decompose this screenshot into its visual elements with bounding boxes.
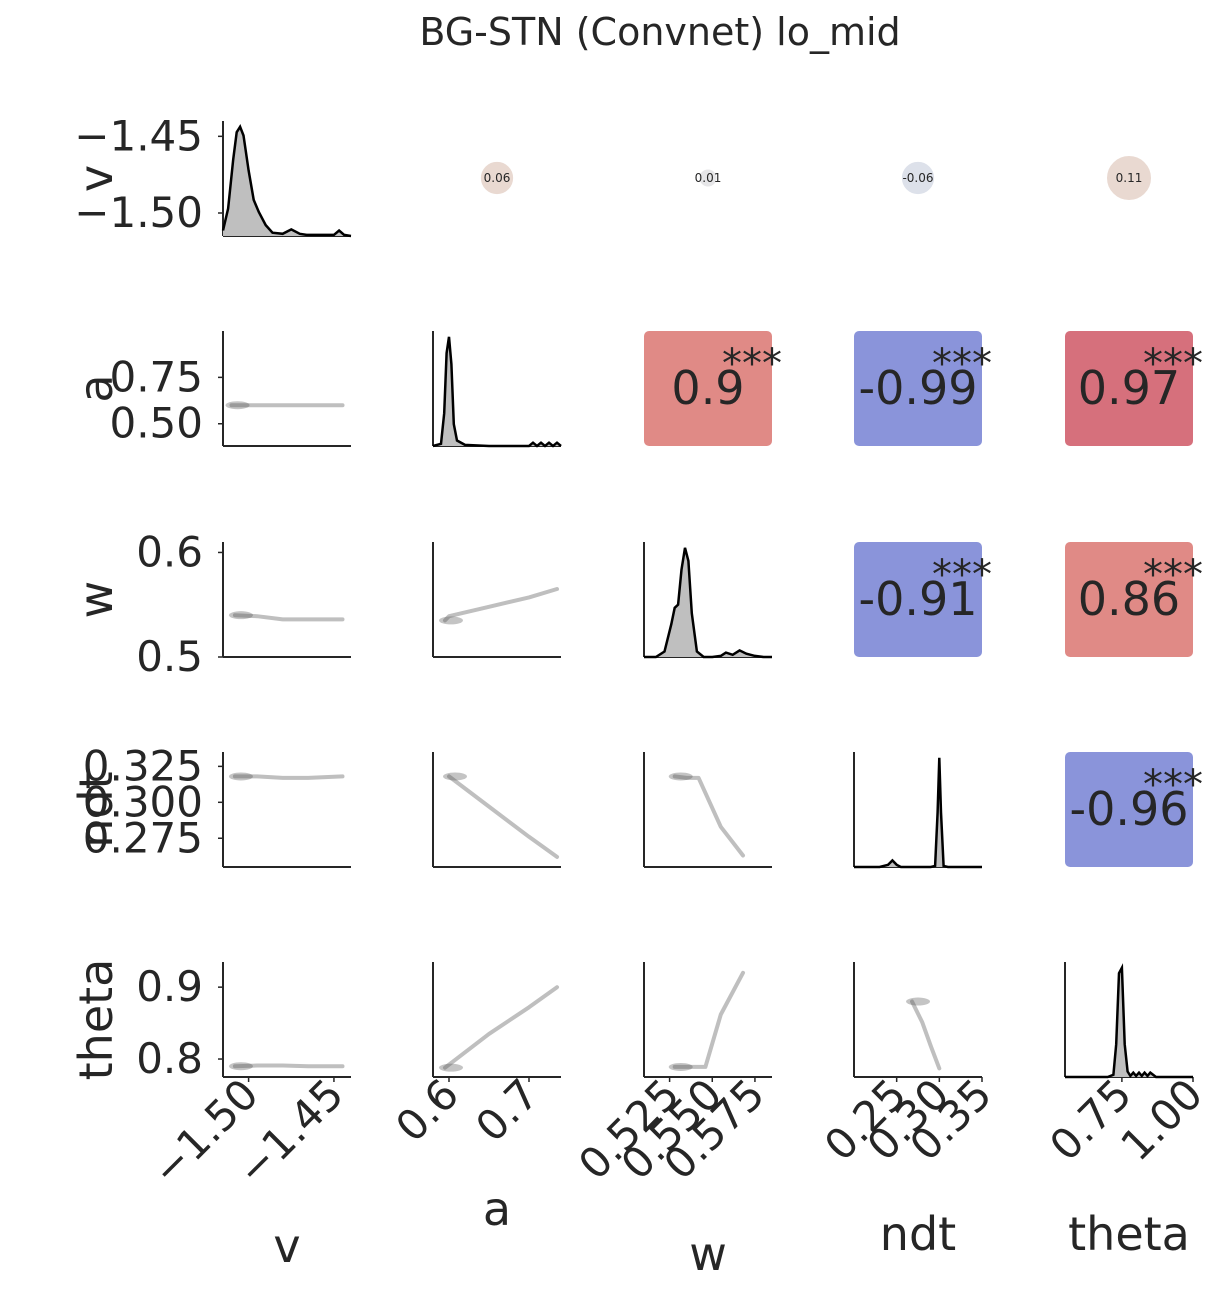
corr-stars-ndt-theta: *** — [1143, 762, 1203, 808]
corr-stars-w-theta: *** — [1143, 552, 1203, 598]
kde-fill-ndt — [854, 757, 982, 867]
scatter-cluster-w-v — [228, 611, 253, 620]
scatter-line-theta-w — [672, 970, 745, 1069]
corr-circle-v-ndt — [901, 161, 935, 195]
corr-value-a-ndt: -0.99 — [858, 361, 977, 415]
y-tick-label-a: 0.50 — [109, 399, 203, 448]
corr-stars-a-w: *** — [722, 341, 782, 387]
y-tick-label-w: 0.5 — [136, 632, 203, 681]
y-tick-label-ndt: 0.325 — [83, 741, 203, 790]
y-axis-label-theta: theta — [69, 959, 123, 1081]
y-tick-label-ndt: 0.300 — [83, 777, 203, 826]
corr-square-a-w — [644, 331, 772, 446]
scatter-cluster-ndt-v — [228, 772, 253, 781]
scatter-line-ndt-w — [672, 774, 745, 858]
kde-fill-w — [644, 547, 772, 657]
corr-square-ndt-theta — [1065, 752, 1193, 867]
corr-square-a-theta — [1065, 331, 1193, 446]
corr-value-w-theta: 0.86 — [1078, 572, 1180, 626]
corr-square-w-theta — [1065, 542, 1193, 657]
y-tick-label-v: −1.50 — [74, 188, 203, 237]
scatter-cluster-ndt-a — [443, 772, 467, 781]
scatter-cluster-ndt-w — [668, 772, 693, 781]
scatter-line-theta-ndt — [910, 999, 942, 1071]
corr-stars-w-ndt: *** — [932, 552, 992, 598]
corr-value-a-w: 0.9 — [671, 361, 744, 415]
corr-circle-v-a — [480, 161, 514, 195]
kde-fill-a — [433, 336, 561, 446]
corr-stars-a-theta: *** — [1143, 341, 1203, 387]
kde-line-v — [221, 124, 352, 238]
kde-line-a — [432, 336, 562, 448]
corr-value-v-ndt: -0.06 — [902, 171, 933, 185]
corr-value-v-theta: 0.11 — [1116, 171, 1143, 185]
x-axis-label-ndt: ndt — [880, 1207, 956, 1261]
x-axis-label-theta: theta — [1068, 1207, 1190, 1261]
scatter-line-theta-a — [443, 985, 559, 1070]
scatter-cluster-theta-a — [439, 1063, 463, 1072]
x-tick-label-a: 0.7 — [466, 1069, 548, 1151]
corr-square-w-ndt — [854, 542, 982, 657]
corr-value-w-ndt: -0.91 — [858, 572, 977, 626]
y-axis-label-v: v — [69, 165, 123, 192]
y-tick-label-theta: 0.8 — [136, 1034, 203, 1083]
corr-circle-v-theta — [1107, 156, 1151, 200]
corr-value-ndt-theta: -0.96 — [1069, 782, 1188, 836]
x-axis-label-w: w — [689, 1227, 727, 1281]
y-tick-label-w: 0.6 — [136, 527, 203, 576]
y-tick-label-theta: 0.9 — [136, 962, 203, 1011]
scatter-line-theta-v — [232, 1063, 345, 1069]
scatter-line-ndt-v — [232, 774, 345, 780]
kde-fill-theta — [1065, 967, 1193, 1077]
scatter-cluster-a-v — [225, 401, 250, 410]
x-tick-label-theta: 1.00 — [1111, 1069, 1212, 1170]
kde-line-ndt — [854, 757, 982, 869]
scatter-line-w-v — [232, 613, 345, 622]
scatter-cluster-theta-v — [228, 1062, 253, 1071]
corr-value-v-a: 0.06 — [484, 171, 511, 185]
pairplot-panels: −1.50−1.45v0.500.75a0.50.6w0.2750.3000.3… — [69, 111, 1212, 1281]
corr-stars-a-ndt: *** — [932, 341, 992, 387]
kde-fill-v — [223, 126, 351, 236]
kde-line-theta — [1065, 963, 1193, 1079]
y-tick-label-ndt: 0.275 — [83, 813, 203, 862]
y-tick-label-a: 0.75 — [109, 352, 203, 401]
corr-value-a-theta: 0.97 — [1078, 361, 1180, 415]
x-tick-label-a: 0.6 — [386, 1069, 468, 1151]
chart-title: BG-STN (Convnet) lo_mid — [419, 10, 900, 54]
scatter-cluster-theta-w — [668, 1062, 693, 1071]
scatter-line-w-a — [443, 587, 559, 623]
x-axis-label-v: v — [273, 1219, 300, 1273]
y-axis-label-ndt: ndt — [69, 771, 123, 847]
corr-value-v-w: 0.01 — [695, 171, 722, 185]
scatter-line-ndt-a — [447, 774, 559, 859]
scatter-cluster-w-a — [439, 616, 463, 625]
y-axis-label-a: a — [69, 374, 123, 402]
scatter-cluster-theta-ndt — [906, 997, 931, 1006]
corr-square-a-ndt — [854, 331, 982, 446]
y-axis-label-w: w — [69, 581, 123, 619]
y-tick-label-v: −1.45 — [74, 111, 203, 160]
x-axis-label-a: a — [483, 1182, 511, 1236]
corr-circle-v-w — [699, 169, 717, 187]
kde-line-w — [644, 547, 772, 659]
